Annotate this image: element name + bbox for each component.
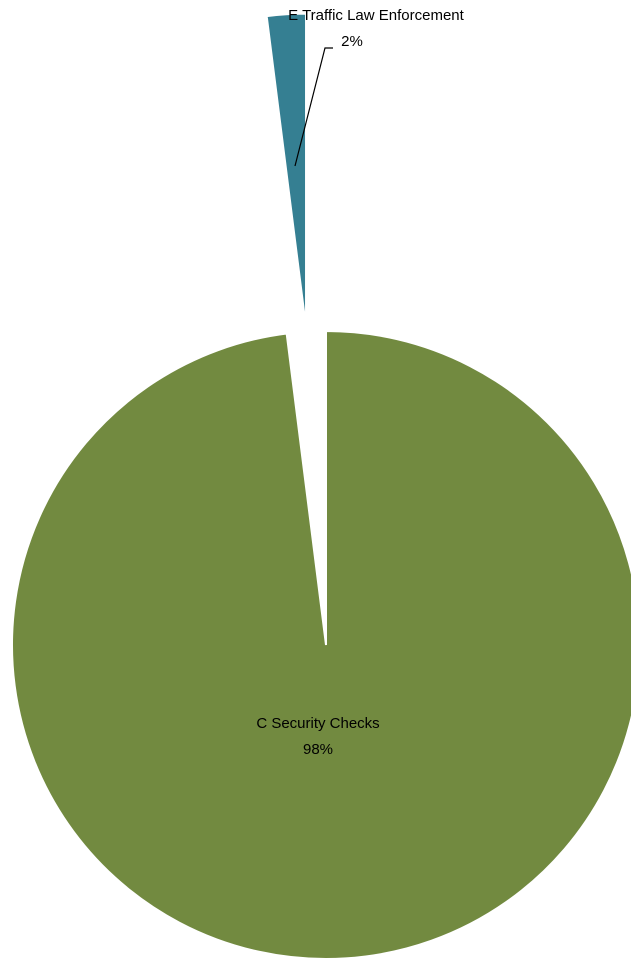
pie-slices	[11, 12, 631, 959]
pie-slice-traffic-law-enforcement	[265, 12, 308, 328]
leader-line-traffic-law-enforcement	[294, 47, 333, 167]
pie-slice-security-checks	[11, 329, 631, 959]
slice-percent-traffic-law-enforcement: 2%	[341, 33, 363, 50]
slice-label-traffic-law-enforcement: E Traffic Law Enforcement	[288, 7, 464, 24]
slice-percent-security-checks: 98%	[303, 741, 333, 758]
slice-label-security-checks: C Security Checks	[256, 715, 379, 732]
